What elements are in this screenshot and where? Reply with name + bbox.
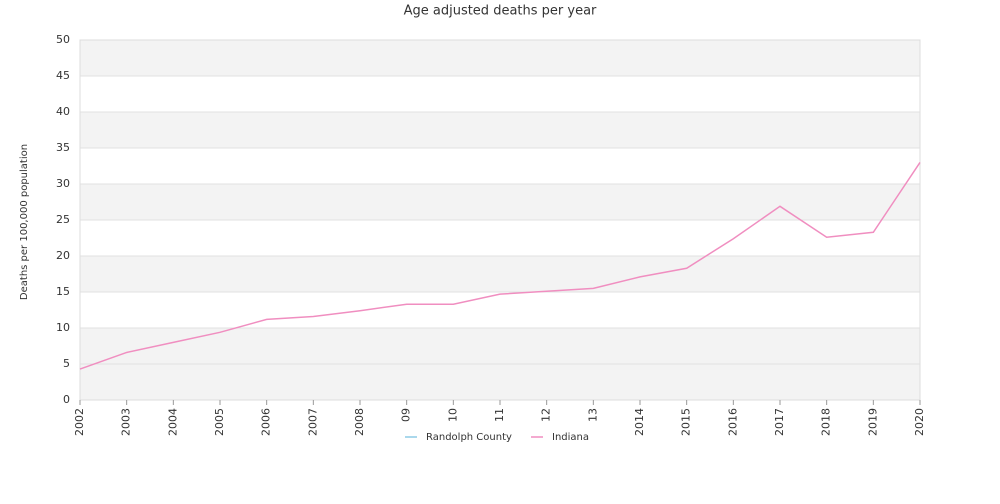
x-tick-label: 2004 bbox=[166, 408, 179, 436]
y-tick-label: 5 bbox=[63, 357, 70, 370]
grid-band bbox=[80, 184, 920, 220]
y-tick-label: 20 bbox=[56, 249, 70, 262]
x-tick-label: 11 bbox=[493, 408, 506, 422]
grid-band bbox=[80, 40, 920, 76]
y-tick-label: 15 bbox=[56, 285, 70, 298]
data-line bbox=[79, 161, 921, 370]
y-tick-label: 25 bbox=[56, 213, 70, 226]
x-tick-label: 2017 bbox=[773, 408, 786, 436]
x-tick-label: 2018 bbox=[820, 408, 833, 436]
y-tick-label: 45 bbox=[56, 69, 70, 82]
x-tick-label: 2006 bbox=[260, 408, 273, 436]
x-tick-label: 10 bbox=[446, 408, 459, 422]
legend-label: Randolph County bbox=[426, 432, 512, 443]
grid-band bbox=[80, 328, 920, 364]
chart-title: Age adjusted deaths per year bbox=[404, 4, 597, 19]
x-tick-label: 09 bbox=[400, 408, 413, 422]
x-tick-label: 2020 bbox=[913, 408, 926, 436]
x-tick-label: 2007 bbox=[306, 408, 319, 436]
y-tick-label: 50 bbox=[56, 33, 70, 46]
x-tick-label: 2014 bbox=[633, 408, 646, 436]
grid-band bbox=[80, 364, 920, 400]
x-tick-label: 2016 bbox=[726, 408, 739, 436]
y-tick-label: 10 bbox=[56, 321, 70, 334]
grid-band bbox=[80, 256, 920, 292]
x-tick-label: 2019 bbox=[866, 408, 879, 436]
x-tick-label: 2003 bbox=[120, 408, 133, 436]
y-tick-label: 35 bbox=[56, 141, 70, 154]
grid-band bbox=[80, 112, 920, 148]
y-tick-label: 40 bbox=[56, 105, 70, 118]
x-tick-label: 2005 bbox=[213, 408, 226, 436]
y-tick-label: 0 bbox=[63, 393, 70, 406]
y-tick-label: 30 bbox=[56, 177, 70, 190]
x-tick-label: 2002 bbox=[73, 408, 86, 436]
y-axis-label: Deaths per 100,000 population bbox=[19, 144, 30, 300]
x-tick-label: 13 bbox=[586, 408, 599, 422]
x-tick-label: 2015 bbox=[680, 408, 693, 436]
legend-label: Indiana bbox=[552, 432, 589, 443]
x-tick-label: 12 bbox=[540, 408, 553, 422]
x-tick-label: 2008 bbox=[353, 408, 366, 436]
